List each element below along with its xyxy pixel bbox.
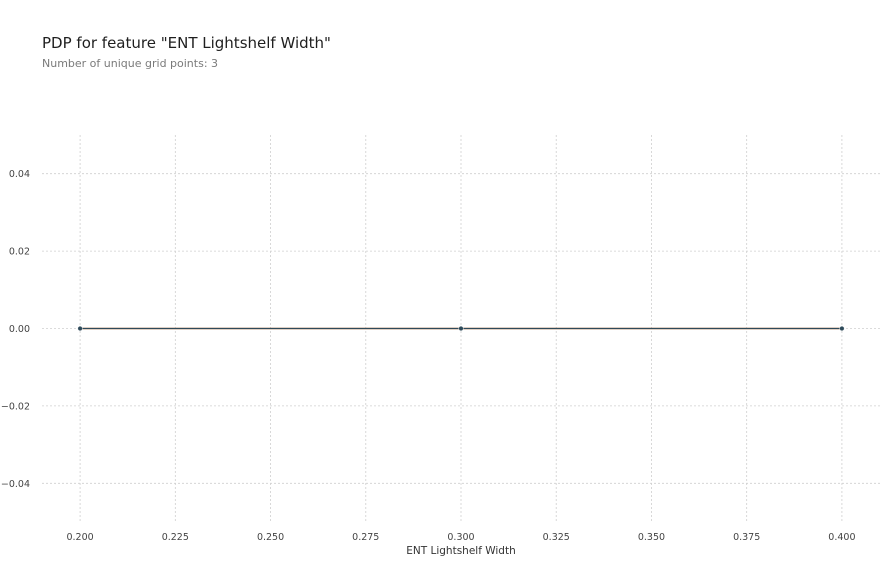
data-point [839,326,845,332]
x-tick-label: 0.300 [447,532,474,543]
x-tick-label: 0.250 [257,532,284,543]
y-tick-label: −0.02 [1,401,30,412]
y-tick-label: 0.00 [9,324,30,335]
x-tick-label: 0.400 [828,532,855,543]
y-tick-label: −0.04 [1,479,30,490]
y-tick-label: 0.02 [9,247,30,258]
series-group [77,326,845,332]
data-point [458,326,464,332]
x-axis-label: ENT Lightshelf Width [406,545,516,557]
data-point [77,326,83,332]
x-tick-label: 0.325 [543,532,570,543]
y-tick-label: 0.04 [9,169,30,180]
x-tick-label: 0.275 [352,532,379,543]
x-tick-label: 0.225 [162,532,189,543]
x-tick-label: 0.350 [638,532,665,543]
x-tick-label: 0.375 [733,532,760,543]
x-tick-label: 0.200 [66,532,93,543]
chart-subtitle: Number of unique grid points: 3 [42,57,219,70]
axes: 0.200 0.225 0.250 0.275 0.300 0.325 0.350 0.375… [1,169,856,557]
chart-title: PDP for feature "ENT Lightshelf Width" [42,34,331,52]
